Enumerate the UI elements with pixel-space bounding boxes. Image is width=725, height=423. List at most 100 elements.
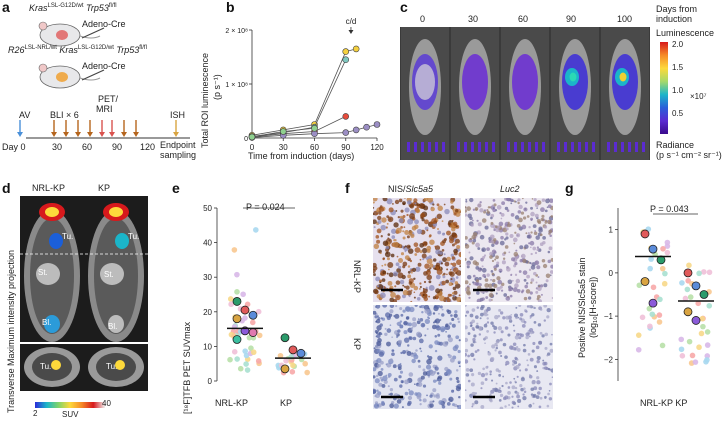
tissue-cell <box>400 351 403 355</box>
tissue-cell <box>523 320 527 324</box>
tissue-cell <box>405 285 410 290</box>
tissue-cell <box>452 221 458 227</box>
tissue-cell <box>453 212 457 216</box>
tissue-cell <box>465 289 471 295</box>
tissue-cell <box>419 282 422 285</box>
colorbar-tick-1: 1.0 <box>672 86 684 95</box>
tissue-cell <box>441 220 444 223</box>
tissue-cell <box>514 356 518 360</box>
tissue-cell <box>449 277 456 283</box>
tissue-cell <box>465 236 468 240</box>
tissue-cell <box>389 403 395 409</box>
tissue-cell <box>551 297 553 299</box>
tissue-cell <box>525 282 529 285</box>
b-series-line <box>251 48 357 136</box>
tissue-cell <box>493 331 496 334</box>
tissue-cell <box>379 252 382 255</box>
pet-organ-tag: St. <box>104 270 114 279</box>
tissue-cell <box>507 333 511 337</box>
tissue-cell <box>448 282 453 287</box>
tissue-cell <box>384 327 387 330</box>
tissue-cell <box>474 206 479 211</box>
tail-marker <box>478 142 481 152</box>
e-data-point <box>228 301 234 308</box>
tissue-cell <box>509 294 513 298</box>
col-kp: KP <box>98 183 111 193</box>
tissue-cell <box>453 267 459 273</box>
tissue-cell <box>429 239 435 245</box>
tissue-cell <box>419 242 425 248</box>
tissue-cell <box>548 389 551 392</box>
tissue-cell <box>465 368 470 372</box>
tissue-cell <box>432 296 436 300</box>
tissue-cell <box>493 250 497 254</box>
tissue-cell <box>533 198 537 202</box>
tissue-cell <box>411 321 418 328</box>
tissue-cell <box>543 305 548 308</box>
b-ytick-label: 0 <box>244 136 248 143</box>
tissue-cell <box>453 403 458 408</box>
timeline-tick-90: 90 <box>112 142 123 152</box>
tissue-cell <box>399 370 404 374</box>
tissue-cell <box>451 292 455 295</box>
g-ytick-label: 1 <box>609 226 614 235</box>
bli-timepoint-label: 100 <box>617 14 633 24</box>
tissue-cell <box>402 236 406 240</box>
e-data-point <box>289 369 296 375</box>
tail-marker <box>607 142 610 152</box>
g-data-point <box>682 295 689 302</box>
tissue-cell <box>436 203 440 207</box>
ihc-nis-kp <box>373 305 461 409</box>
tissue-cell <box>444 261 450 267</box>
tissue-cell <box>518 305 522 307</box>
tissue-cell <box>406 213 409 217</box>
tissue-cell <box>410 269 413 272</box>
tail-marker <box>635 142 638 152</box>
tissue-cell <box>423 293 428 298</box>
tissue-cell <box>530 231 533 234</box>
tissue-cell <box>543 225 548 229</box>
tissue-cell <box>489 251 494 256</box>
tissue-cell <box>491 379 494 382</box>
tissue-cell <box>474 400 479 405</box>
tissue-cell <box>469 324 473 328</box>
tissue-cell <box>411 267 417 272</box>
tissue-cell <box>503 293 508 297</box>
g-data-point <box>648 256 654 262</box>
suv-min: 2 <box>33 409 38 418</box>
tissue-cell <box>394 199 400 205</box>
g-data-point <box>664 243 671 249</box>
tissue-cell <box>476 291 480 295</box>
tissue-cell <box>529 328 534 333</box>
tissue-cell <box>471 391 476 396</box>
tissue-cell <box>536 200 542 206</box>
tissue-cell <box>480 312 484 317</box>
tissue-cell <box>510 274 513 276</box>
tissue-cell <box>452 295 458 301</box>
tissue-cell <box>477 203 482 208</box>
tissue-cell <box>447 222 451 226</box>
tissue-cell <box>544 395 547 399</box>
tissue-cell <box>465 310 470 314</box>
tissue-cell <box>419 258 422 261</box>
tail-marker <box>592 142 595 152</box>
tissue-cell <box>550 264 553 269</box>
tissue-cell <box>529 331 533 335</box>
tissue-cell <box>517 398 522 404</box>
tissue-cell <box>495 255 499 260</box>
tissue-cell <box>472 238 477 243</box>
tissue-cell <box>407 270 411 274</box>
g-data-point <box>704 357 710 363</box>
tissue-cell <box>380 292 386 299</box>
tissue-cell <box>490 357 495 362</box>
tissue-cell <box>399 320 403 323</box>
tissue-cell <box>451 262 457 267</box>
g-mean-point <box>640 277 650 286</box>
tissue-cell <box>526 215 530 218</box>
tissue-cell <box>445 331 447 333</box>
tissue-cell <box>533 394 536 397</box>
radiance-line2: (p s⁻¹ cm⁻² sr⁻¹) <box>656 150 722 160</box>
tissue-cell <box>420 212 426 218</box>
tissue-cell <box>506 209 510 212</box>
tissue-cell <box>413 285 419 291</box>
